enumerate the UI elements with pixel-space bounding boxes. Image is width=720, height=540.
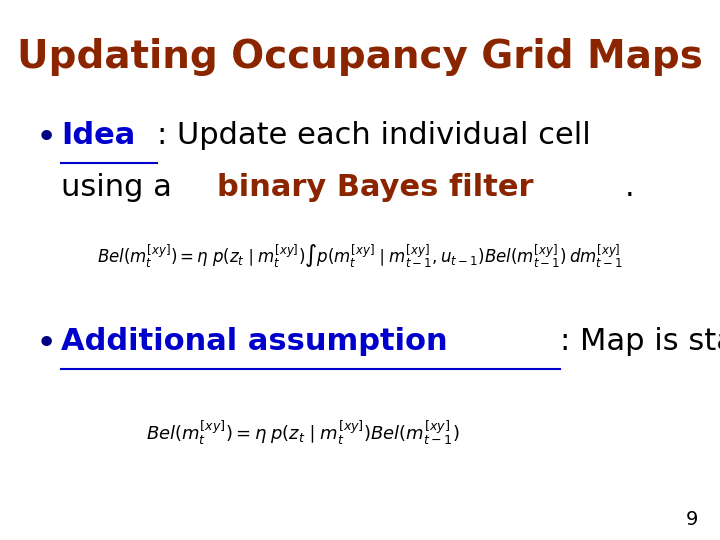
Text: Additional assumption: Additional assumption	[61, 327, 448, 356]
Text: $Bel(m_t^{[xy]}) = \eta\; p(z_t \mid m_t^{[xy]})\int p(m_t^{[xy]} \mid m_{t-1}^{: $Bel(m_t^{[xy]}) = \eta\; p(z_t \mid m_t…	[97, 243, 623, 271]
Text: $Bel(m_t^{[xy]}) = \eta\; p(z_t \mid m_t^{[xy]})Bel(m_{t-1}^{[xy]})$: $Bel(m_t^{[xy]}) = \eta\; p(z_t \mid m_t…	[145, 418, 459, 447]
Text: binary Bayes filter: binary Bayes filter	[217, 173, 534, 202]
Text: •: •	[36, 122, 58, 156]
Text: using a: using a	[61, 173, 182, 202]
Text: Idea: Idea	[61, 122, 135, 151]
Text: .: .	[625, 173, 635, 202]
Text: 9: 9	[686, 510, 698, 529]
Text: Updating Occupancy Grid Maps: Updating Occupancy Grid Maps	[17, 38, 703, 76]
Text: : Map is static.: : Map is static.	[560, 327, 720, 356]
Text: : Update each individual cell: : Update each individual cell	[157, 122, 590, 151]
Text: •: •	[36, 327, 58, 361]
